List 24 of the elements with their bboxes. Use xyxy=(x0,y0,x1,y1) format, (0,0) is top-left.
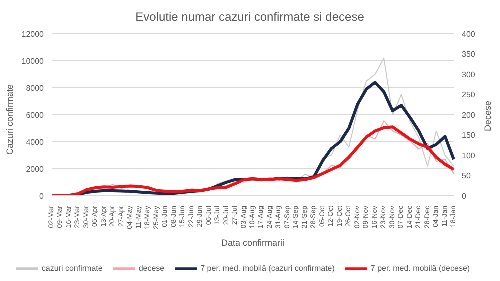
y-tick-label: 0 xyxy=(40,192,45,201)
y2-tick-label: 50 xyxy=(462,172,472,181)
y-tick-label: 10000 xyxy=(22,56,45,66)
y-tick-label: 8000 xyxy=(26,84,45,93)
legend-label: decese xyxy=(138,264,165,274)
y2-tick-label: 400 xyxy=(462,30,476,39)
y2-tick-label: 200 xyxy=(462,110,476,120)
y-tick-label: 12000 xyxy=(22,30,45,39)
y2-tick-label: 150 xyxy=(462,131,476,140)
y2-tick-label: 250 xyxy=(462,90,476,100)
y-tick-label: 4000 xyxy=(26,138,45,147)
y2-tick-label: 100 xyxy=(462,151,476,160)
legend-label: 7 per. med. mobilă (cazuri confirmate) xyxy=(200,264,335,274)
y2-axis-title: Decese xyxy=(483,101,494,132)
legend-label: 7 per. med. mobilă (decese) xyxy=(370,264,470,274)
y-axis-title: Cazuri confirmate xyxy=(5,84,16,155)
y2-tick-label: 0 xyxy=(462,192,467,201)
y-tick-label: 2000 xyxy=(26,164,45,174)
legend-label: cazuri confirmate xyxy=(42,264,103,274)
y2-tick-label: 300 xyxy=(462,70,476,80)
x-axis-title: Data confirmarii xyxy=(221,238,285,248)
y2-tick-label: 350 xyxy=(462,50,476,60)
chart-title: Evolutie numar cazuri confirmate si decese xyxy=(134,10,366,26)
y-tick-label: 6000 xyxy=(26,110,45,120)
